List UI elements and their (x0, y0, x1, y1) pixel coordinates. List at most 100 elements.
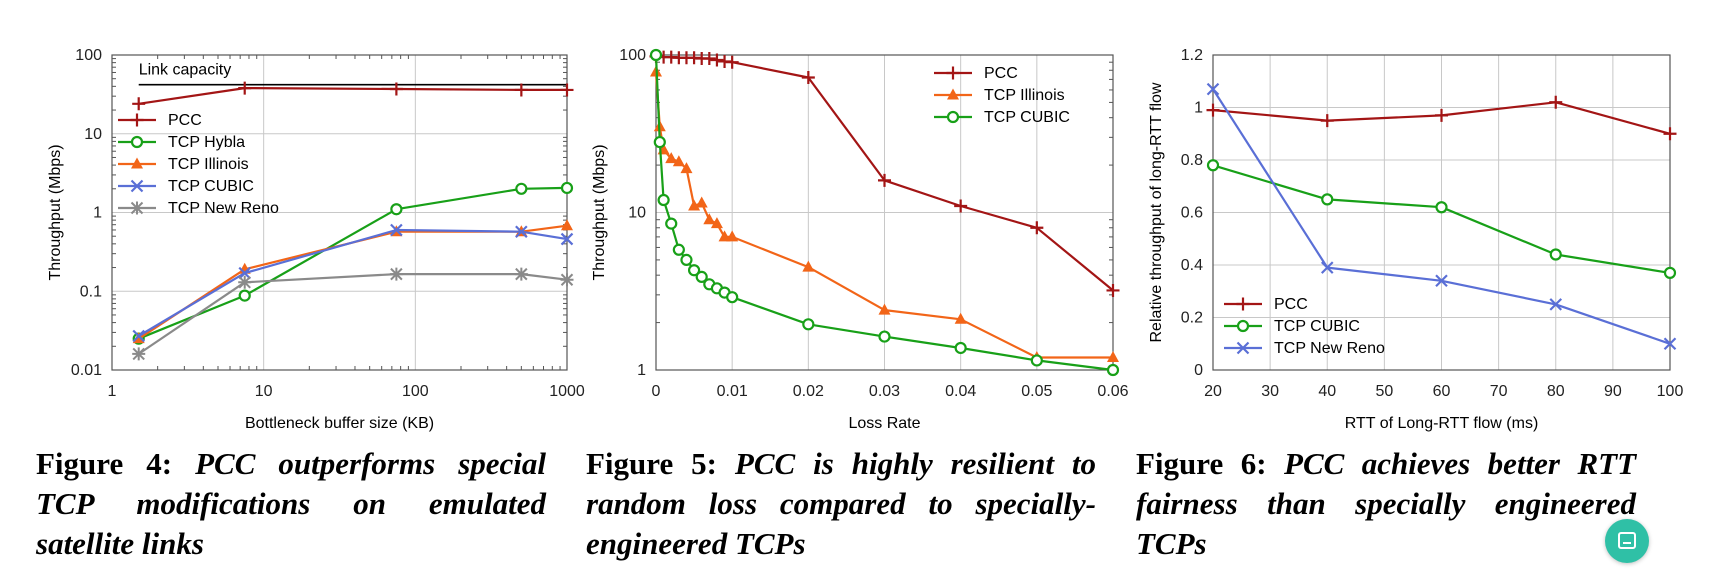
legend-label: TCP New Reno (1274, 340, 1385, 357)
data-point (1320, 114, 1334, 128)
legend: PCC TCP CUBIC TCP New Reno (1224, 296, 1385, 357)
data-point (1435, 201, 1448, 214)
figure-4-caption: Figure 4: PCC outperforms special TCP mo… (36, 444, 546, 564)
data-point (1206, 82, 1220, 96)
circle-marker (1106, 363, 1120, 377)
plus-marker (389, 82, 403, 96)
series-pcc (132, 81, 574, 111)
data-point (1435, 108, 1448, 122)
data-point (702, 52, 716, 66)
x-marker (560, 232, 574, 246)
x-tick-label: 10 (255, 383, 273, 400)
data-point (801, 70, 815, 84)
circle-marker (1030, 354, 1043, 367)
circle-marker (657, 193, 670, 207)
plot-frame (111, 54, 568, 371)
data-point (132, 347, 146, 361)
x-tick-label: 0 (652, 383, 661, 400)
plot-frame (1212, 54, 1671, 371)
data-point (703, 213, 716, 225)
data-point (649, 48, 663, 62)
figure-6-caption: Figure 6: PCC achieves better RTT fairne… (1136, 444, 1636, 564)
data-point (515, 225, 528, 239)
x-tick-label: 1 (108, 383, 117, 400)
data-point (878, 303, 891, 315)
circle-marker (653, 135, 666, 149)
x-tick-label: 90 (1604, 383, 1622, 400)
circle-marker (672, 243, 685, 256)
x-tick-label: 80 (1547, 383, 1565, 400)
star-marker (238, 275, 252, 289)
plus-marker (710, 53, 724, 67)
circle-marker (1206, 159, 1220, 172)
y-tick-label: 1.2 (1181, 47, 1203, 64)
data-point (1206, 103, 1220, 117)
series-tcp-hybla (132, 181, 574, 345)
data-point (695, 196, 708, 208)
minor-ticks (112, 55, 567, 370)
triangle-marker (695, 196, 708, 208)
triangle-marker (878, 303, 891, 315)
data-point (390, 203, 403, 216)
x-tick-label: 1000 (549, 383, 585, 400)
circle-marker (687, 264, 701, 277)
x-marker (132, 329, 145, 343)
legend-label: TCP Illinois (984, 87, 1065, 104)
series-line (138, 228, 568, 337)
caption-text: PCC is highly resilient to random loss c… (586, 446, 1096, 561)
data-point (657, 193, 670, 207)
data-point (1663, 127, 1677, 141)
data-point (954, 312, 967, 324)
plus-marker (560, 83, 574, 97)
plus-marker (1663, 127, 1677, 141)
plus-marker (130, 113, 144, 127)
triangle-marker (561, 219, 573, 231)
data-point (710, 53, 724, 67)
data-point (1107, 351, 1119, 363)
series-tcp-new-reno (1206, 82, 1677, 351)
circle-marker (1236, 319, 1250, 333)
series-tcp-cubic (132, 223, 574, 343)
data-point (653, 135, 666, 149)
plus-marker (1435, 108, 1448, 122)
x-marker (1206, 82, 1220, 96)
legend-label: TCP CUBIC (1274, 318, 1360, 335)
circle-marker (390, 203, 403, 216)
x-tick-label: 0.06 (1097, 383, 1128, 400)
data-point (1549, 95, 1563, 109)
legend-item: TCP New Reno (118, 200, 279, 217)
data-point (561, 219, 573, 231)
data-point (238, 266, 251, 280)
plus-marker (725, 55, 739, 69)
notes-fab-button[interactable] (1605, 519, 1649, 563)
series-tcp-new-reno (132, 267, 574, 361)
x-tick-label: 30 (1261, 383, 1279, 400)
data-point (665, 152, 678, 164)
circle-marker (1435, 201, 1448, 214)
caption-text: PCC achieves better RTT fairness than sp… (1136, 446, 1637, 561)
data-point (1549, 248, 1562, 261)
x-marker (130, 179, 144, 193)
triangle-marker (710, 217, 723, 229)
y-tick-label: 1 (1194, 100, 1203, 117)
legend-label: PCC (1274, 296, 1308, 313)
x-marker (390, 223, 403, 237)
x-axis-label: RTT of Long-RTT flow (ms) (1345, 415, 1539, 432)
x-tick-label: 70 (1490, 383, 1508, 400)
plus-marker (1236, 297, 1250, 311)
tick-labels: 0 0.01 0.02 0.03 0.04 0.05 0.06 1 10 100 (619, 47, 1128, 400)
data-point (947, 88, 959, 100)
data-point (1549, 298, 1563, 311)
y-tick-label: 0.1 (80, 283, 102, 300)
data-point (1236, 341, 1250, 355)
legend-item: TCP Illinois (118, 156, 249, 173)
tick-labels: 20 30 40 50 60 70 80 90 100 0 0.2 0.4 0.6 0.8 1 1.2 (1181, 47, 1684, 400)
x-tick-label: 0.05 (1021, 383, 1052, 400)
plus-marker (132, 97, 146, 111)
triangle-marker (131, 157, 143, 169)
y-tick-label: 0 (1194, 362, 1203, 379)
y-tick-label: 0.2 (1181, 310, 1203, 327)
x-tick-label: 60 (1433, 383, 1451, 400)
data-point (390, 223, 403, 237)
data-point (672, 155, 685, 167)
